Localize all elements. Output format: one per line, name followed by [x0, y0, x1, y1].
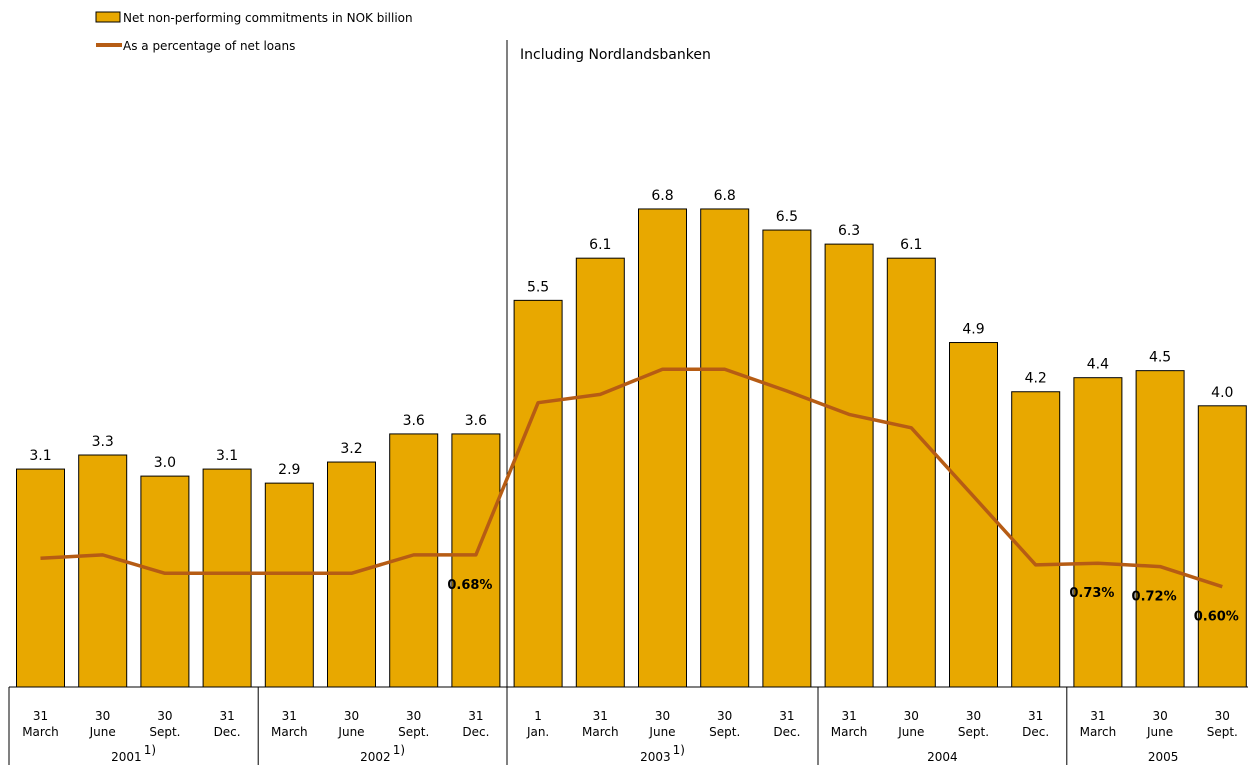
tick-label-month: June	[89, 725, 116, 739]
tick-label-day: 30	[904, 709, 919, 723]
tick-label-day: 1	[534, 709, 542, 723]
tick-label-month: March	[271, 725, 308, 739]
bar-value-label: 4.9	[962, 322, 984, 338]
tick-label-day: 31	[33, 709, 48, 723]
tick-label-day: 31	[468, 709, 483, 723]
tick-label-month: Sept.	[398, 725, 429, 739]
bar-value-label: 3.1	[29, 448, 51, 464]
tick-label-month: June	[337, 725, 364, 739]
bar	[513, 299, 563, 688]
bar	[638, 208, 687, 688]
bar	[1011, 391, 1061, 688]
bar-value-label: 3.6	[403, 413, 425, 429]
annotation-nordlandsbanken: Including Nordlandsbanken	[520, 47, 711, 63]
tick-label-day: 31	[1028, 709, 1043, 723]
x-axis: 31 March 30 June 30 Sept. 31 Dec. 31 March 30 June 3…	[8, 686, 1248, 765]
tick-label-month: June	[897, 725, 924, 739]
bar-value-label: 5.5	[527, 279, 549, 295]
tick-label-day: 30	[717, 709, 732, 723]
year-label-2001: 2001 1)	[111, 743, 156, 764]
tick-label-day: 31	[841, 709, 856, 723]
line-group: 0.68% 0.73% 0.72% 0.60%	[40, 367, 1239, 625]
tick-label-day: 31	[779, 709, 794, 723]
bar	[1135, 370, 1185, 688]
tick-label-month: Dec.	[462, 725, 489, 739]
legend: Net non-performing commitments in NOK bi…	[95, 11, 413, 53]
bar	[575, 257, 625, 688]
percentage-point-label: 0.72%	[1132, 590, 1177, 605]
tick-label-month: Dec.	[1022, 725, 1049, 739]
tick-label-month: March	[1080, 725, 1117, 739]
bar-value-label: 6.3	[838, 223, 860, 239]
tick-label-day: 30	[1152, 709, 1167, 723]
bar	[140, 475, 190, 688]
tick-label-month: March	[22, 725, 59, 739]
bar	[264, 482, 314, 688]
bar-value-label: 6.1	[900, 237, 922, 253]
tick-label-month: Sept.	[149, 725, 180, 739]
bar	[824, 243, 874, 688]
bar	[700, 208, 750, 688]
bar-value-label: 3.6	[465, 413, 487, 429]
tick-label-day: 30	[1215, 709, 1230, 723]
tick-label-day: 30	[344, 709, 359, 723]
tick-label-day: 30	[655, 709, 670, 723]
bar-value-label: 3.0	[154, 455, 176, 471]
bar-value-label: 3.1	[216, 448, 238, 464]
legend-bar-swatch	[95, 11, 121, 23]
bar	[16, 468, 65, 688]
tick-label-month: Dec.	[773, 725, 800, 739]
bar-value-label: 6.5	[776, 209, 798, 225]
tick-label-month: Jan.	[526, 725, 549, 739]
bar-value-label: 3.2	[340, 441, 362, 457]
bar	[886, 257, 936, 688]
bars-group: 3.1 3.3 3.0 3.1 2.9 3.2 3.6 3.6 5.5 6.1 6.8 6.8 6.5 6…	[16, 40, 1247, 688]
bar-value-label: 6.1	[589, 237, 611, 253]
bar	[762, 229, 812, 688]
bar-value-label: 4.4	[1087, 357, 1109, 373]
bar	[1073, 377, 1123, 688]
tick-label-day: 30	[966, 709, 981, 723]
bar-value-label: 4.5	[1149, 350, 1171, 366]
legend-line-label: As a percentage of net loans	[123, 39, 295, 53]
tick-label-day: 30	[95, 709, 110, 723]
bar-value-label: 6.8	[651, 188, 673, 204]
tick-label-month: March	[831, 725, 868, 739]
bar-value-label: 4.0	[1211, 385, 1233, 401]
year-label-2005: 2005	[1148, 750, 1179, 764]
tick-label-month: Sept.	[958, 725, 989, 739]
year-label-2004: 2004	[927, 750, 958, 764]
tick-label-day: 31	[1090, 709, 1105, 723]
legend-bar-label: Net non-performing commitments in NOK bi…	[123, 11, 413, 25]
tick-label-month: June	[648, 725, 675, 739]
tick-label-month: June	[1146, 725, 1173, 739]
tick-label-month: Sept.	[709, 725, 740, 739]
bar-value-label: 6.8	[714, 188, 736, 204]
year-label-2002: 2002 1)	[360, 743, 405, 764]
tick-label-day: 30	[406, 709, 421, 723]
tick-label-day: 31	[282, 709, 297, 723]
tick-label-month: Dec.	[214, 725, 241, 739]
bar-value-label: 2.9	[278, 462, 300, 478]
percentage-point-label: 0.60%	[1194, 610, 1239, 625]
percentage-point-label: 0.68%	[447, 578, 492, 593]
bar	[78, 454, 128, 688]
bar	[202, 468, 252, 688]
year-label-2003: 2003 1)	[640, 743, 685, 764]
percentage-point-label: 0.73%	[1069, 586, 1114, 601]
bar-value-label: 3.3	[92, 434, 114, 450]
percentage-line	[40, 367, 1223, 589]
tick-label-month: Sept.	[1207, 725, 1238, 739]
tick-label-day: 31	[593, 709, 608, 723]
tick-label-day: 30	[157, 709, 172, 723]
tick-label-month: March	[582, 725, 619, 739]
bar	[1197, 405, 1247, 688]
bar-value-label: 4.2	[1025, 371, 1047, 387]
tick-label-day: 31	[219, 709, 234, 723]
bar	[451, 433, 501, 688]
